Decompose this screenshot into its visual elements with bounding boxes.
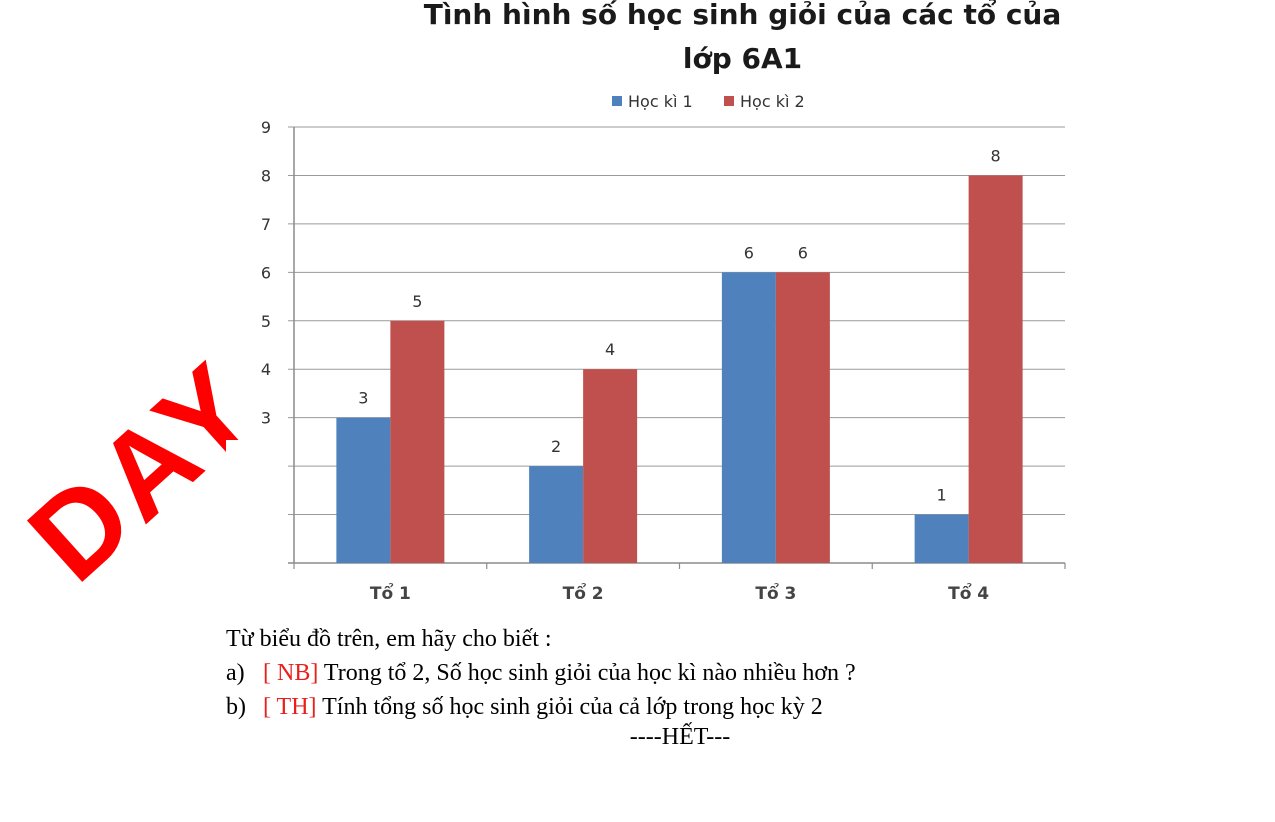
question-item-a-prefix: a): [226, 660, 245, 686]
legend-swatch-2: [724, 96, 734, 106]
x-tick-label: Tổ 4: [948, 582, 989, 604]
data-label: 3: [358, 389, 368, 408]
watermark-mask: [226, 440, 286, 630]
data-label: 5: [412, 292, 422, 311]
data-label: 8: [991, 146, 1001, 165]
legend-swatch-1: [612, 96, 622, 106]
legend-label-1: Học kì 1: [628, 92, 693, 111]
question-item-a-tag: [ NB]: [263, 660, 319, 686]
question-item-b: b) [ TH] Tính tổng số học sinh giỏi của c…: [226, 690, 1226, 724]
data-label: 6: [798, 243, 808, 262]
bar-2-4: [968, 175, 1023, 563]
data-label: 6: [744, 243, 754, 262]
bar-1-1: [336, 417, 391, 563]
question-item-b-text: Tính tổng số học sinh giỏi của cả lớp tr…: [316, 694, 823, 720]
data-label: 2: [551, 437, 561, 456]
x-tick-label: Tổ 2: [563, 582, 604, 604]
question-item-b-prefix: b): [226, 694, 246, 720]
question-item-b-tag: [ TH]: [263, 694, 317, 720]
bar-2-2: [583, 369, 638, 563]
y-tick-label: 4: [261, 360, 271, 379]
legend-label-2: Học kì 2: [740, 92, 805, 111]
question-item-a-text: Trong tổ 2, Số học sinh giỏi của học kì …: [318, 660, 856, 686]
y-tick-label: 5: [261, 312, 271, 331]
y-tick-label: 8: [261, 166, 271, 185]
data-label: 1: [937, 486, 947, 505]
question-intro: Từ biểu đồ trên, em hãy cho biết :: [226, 626, 552, 652]
bar-2-1: [390, 320, 445, 563]
y-tick-label: 7: [261, 215, 271, 234]
data-label: 4: [605, 340, 615, 359]
y-tick-label: 3: [261, 409, 271, 428]
question-item-a: a) [ NB] Trong tổ 2, Số học sinh giỏi của…: [226, 656, 1226, 690]
question-block: Từ biểu đồ trên, em hãy cho biết : a) [ N…: [226, 622, 1226, 724]
x-tick-label: Tổ 1: [370, 582, 411, 604]
chart-title-line-1: Tình hình số học sinh giỏi của các tổ củ…: [423, 0, 1062, 31]
y-tick-label: 6: [261, 263, 271, 282]
bar-1-2: [529, 466, 584, 563]
bar-1-4: [914, 514, 969, 563]
end-marker: ----HẾT---: [629, 724, 731, 750]
bar-1-3: [721, 272, 776, 563]
chart-title-line-2: lớp 6A1: [682, 42, 803, 75]
x-tick-label: Tổ 3: [755, 582, 796, 604]
y-tick-label: 9: [261, 118, 271, 137]
bar-2-3: [775, 272, 830, 563]
